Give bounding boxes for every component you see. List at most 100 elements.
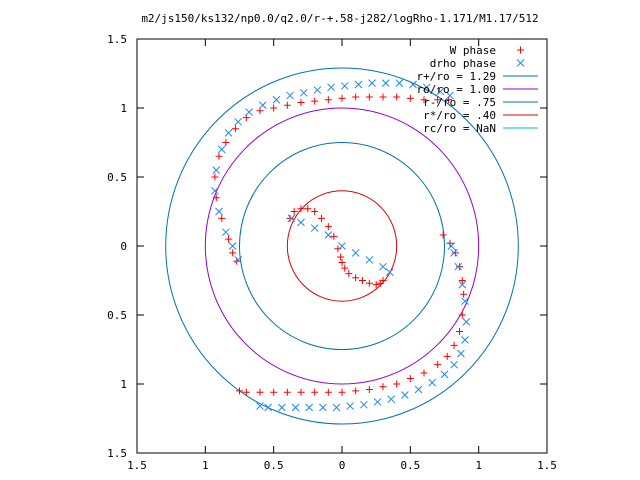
- series-1-point: [436, 87, 445, 96]
- series-1-point: [381, 79, 390, 88]
- series-1-point: [324, 231, 333, 239]
- series-1-point: [354, 80, 363, 89]
- series-0-point: [406, 94, 414, 102]
- series-0-point: [458, 277, 466, 284]
- circle-3: [286, 190, 398, 302]
- series-0-point: [211, 173, 219, 181]
- series-0-point: [256, 388, 264, 396]
- series-0-point: [311, 97, 319, 105]
- x-tick-label: 0.5: [400, 459, 420, 472]
- series-0-point: [352, 387, 360, 395]
- series-1-point: [360, 400, 368, 409]
- series-1-point: [461, 297, 469, 306]
- series-0-point: [393, 380, 401, 388]
- series-1-point: [351, 249, 360, 257]
- series-0-point: [324, 96, 332, 104]
- series-1-point: [272, 95, 281, 104]
- series-1-point: [454, 262, 463, 271]
- series-0-point: [341, 264, 349, 272]
- series-0-point: [270, 388, 278, 396]
- series-1-point: [385, 268, 394, 277]
- y-tick-label: 0: [120, 240, 127, 253]
- series-0-point: [286, 214, 294, 222]
- series-1-point: [368, 79, 376, 88]
- y-tick-label: 1.5: [107, 33, 127, 46]
- series-1-point: [245, 108, 253, 116]
- series-0-point: [337, 253, 345, 261]
- series-0-point: [311, 208, 319, 215]
- series-0-point: [324, 388, 332, 396]
- series-0-point: [365, 279, 373, 287]
- series-0-point: [379, 277, 387, 284]
- y-tick-label: 0.5: [107, 171, 127, 184]
- series-0-point: [443, 352, 451, 360]
- legend-label-circle-2: r-/ro = .75: [423, 96, 496, 109]
- circle-0: [165, 67, 519, 425]
- series-0-point: [450, 341, 458, 349]
- series-1-point: [305, 403, 314, 412]
- series-1-point: [228, 242, 237, 250]
- series-1-point: [373, 398, 382, 406]
- series-1-point: [387, 395, 396, 404]
- series-1-point: [458, 280, 467, 289]
- chart-title: m2/js150/ks132/np0.0/q2.0/r-+.58-j282/lo…: [141, 12, 538, 25]
- series-0-point: [456, 328, 464, 336]
- series-1-point: [401, 391, 409, 399]
- series-1-point: [440, 370, 449, 379]
- series-1-point: [291, 403, 300, 412]
- series-1-point: [211, 186, 219, 195]
- series-1-point: [258, 101, 267, 110]
- x-tick-label: 1: [202, 459, 209, 472]
- series-1-point: [457, 349, 465, 358]
- series-1-point: [287, 214, 296, 223]
- legend-label-series-0: W phase: [450, 44, 496, 57]
- y-tick-label: 0.5: [107, 309, 127, 322]
- series-0-point: [297, 205, 305, 213]
- axis-ticks: 1.5 1 0.5 0 0.5 1 1.51.510.500.511.5: [107, 33, 557, 472]
- series-0-point: [297, 98, 305, 106]
- series-0-point: [359, 277, 366, 284]
- series-0-point: [222, 139, 230, 146]
- series-1-point: [212, 166, 221, 174]
- series-0-point: [225, 235, 233, 243]
- series-0-point: [460, 290, 468, 298]
- series-0-point: [311, 388, 319, 396]
- legend-label-circle-1: ro/ro = 1.00: [417, 83, 496, 96]
- series-1-point: [310, 224, 319, 232]
- series-0-point: [324, 223, 332, 231]
- series-1-point: [278, 403, 286, 412]
- series-1-point: [332, 403, 341, 412]
- legend-marker-series-0: [517, 46, 524, 54]
- circle-2: [239, 142, 445, 350]
- series-1-point: [217, 145, 226, 154]
- series-1-point: [224, 128, 233, 137]
- series-1-point: [256, 402, 264, 410]
- series-0-point: [439, 231, 447, 239]
- x-tick-label: 1: [475, 459, 482, 472]
- series-1-point: [365, 255, 374, 264]
- data-series: [211, 79, 471, 412]
- series-0-point: [229, 249, 237, 257]
- series-1-point: [422, 83, 431, 92]
- legend-label-circle-3: r*/ro = .40: [423, 109, 496, 122]
- series-1-point: [414, 385, 423, 394]
- series-0-point: [352, 274, 360, 282]
- series-1-point: [346, 402, 355, 410]
- series-0-point: [218, 214, 226, 222]
- series-0-point: [420, 96, 428, 104]
- series-1-point: [215, 207, 223, 216]
- series-1-point: [428, 378, 437, 387]
- x-tick-label: 0.5: [264, 459, 284, 472]
- series-0-point: [365, 386, 373, 394]
- legend-marker-series-1: [516, 59, 525, 67]
- series-0-point: [352, 93, 360, 101]
- series-1-point: [409, 80, 417, 89]
- series-0-point: [236, 387, 243, 395]
- series-1-point: [221, 228, 230, 237]
- series-0-point: [242, 388, 250, 396]
- series-1-point: [297, 218, 305, 227]
- series-1-point: [319, 403, 327, 412]
- series-0-point: [379, 383, 387, 391]
